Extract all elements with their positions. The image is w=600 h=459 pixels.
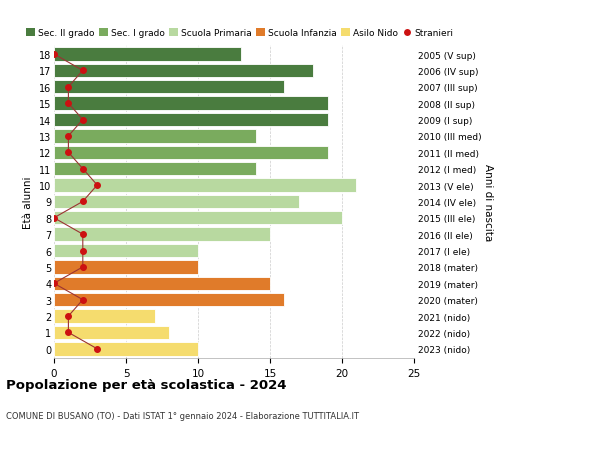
Bar: [54, 261, 198, 274]
Point: [78, 166, 88, 173]
Bar: [54, 113, 328, 127]
Point: [49, 280, 59, 287]
Point: [49, 215, 59, 222]
Point: [64, 133, 73, 140]
Bar: [54, 342, 198, 356]
Point: [64, 313, 73, 320]
Bar: [54, 48, 241, 62]
Bar: [54, 326, 169, 339]
Point: [78, 297, 88, 304]
Y-axis label: Anni di nascita: Anni di nascita: [483, 163, 493, 241]
Text: Popolazione per età scolastica - 2024: Popolazione per età scolastica - 2024: [6, 379, 287, 392]
Point: [64, 329, 73, 336]
Bar: [54, 130, 256, 143]
Point: [78, 263, 88, 271]
Bar: [54, 81, 284, 94]
Point: [92, 182, 102, 189]
Point: [78, 198, 88, 206]
Point: [49, 51, 59, 59]
Bar: [54, 146, 328, 160]
Point: [92, 345, 102, 353]
Point: [64, 149, 73, 157]
Point: [78, 67, 88, 75]
Bar: [54, 310, 155, 323]
Point: [78, 247, 88, 255]
Bar: [54, 195, 299, 209]
Bar: [54, 97, 328, 111]
Bar: [54, 293, 284, 307]
Text: COMUNE DI BUSANO (TO) - Dati ISTAT 1° gennaio 2024 - Elaborazione TUTTITALIA.IT: COMUNE DI BUSANO (TO) - Dati ISTAT 1° ge…: [6, 411, 359, 420]
Point: [64, 100, 73, 107]
Point: [64, 84, 73, 91]
Bar: [54, 212, 342, 225]
Bar: [54, 244, 198, 257]
Legend: Sec. II grado, Sec. I grado, Scuola Primaria, Scuola Infanzia, Asilo Nido, Stran: Sec. II grado, Sec. I grado, Scuola Prim…: [26, 29, 453, 38]
Point: [78, 117, 88, 124]
Bar: [54, 228, 270, 241]
Bar: [54, 179, 356, 192]
Point: [78, 231, 88, 238]
Bar: [54, 162, 256, 176]
Bar: [54, 277, 270, 291]
Y-axis label: Età alunni: Età alunni: [23, 176, 33, 228]
Bar: [54, 65, 313, 78]
